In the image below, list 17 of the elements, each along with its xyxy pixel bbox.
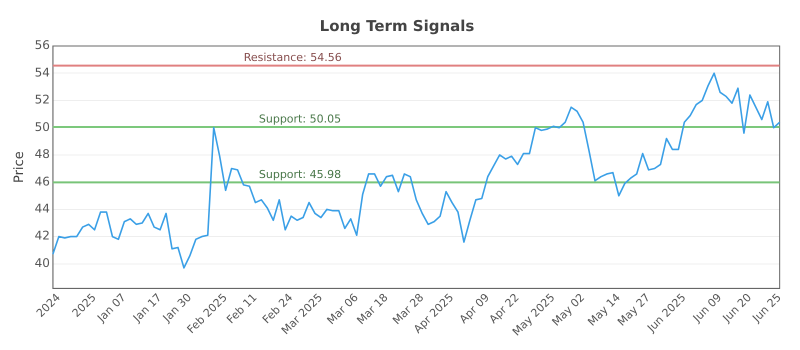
y-tick-label: 54 [34, 65, 50, 80]
y-tick-label: 40 [34, 256, 50, 270]
x-tick-label: Apr 09 [456, 290, 492, 326]
ref-line-label: Resistance: 54.56 [244, 50, 342, 64]
ref-line-label: Support: 50.05 [258, 112, 342, 126]
y-tick-label: 44 [34, 201, 50, 216]
y-tick-label: 50 [34, 120, 50, 134]
x-tick-label: Jan 07 [94, 290, 128, 326]
y-tick-label: 46 [34, 174, 50, 188]
chart-title: Long Term Signals [320, 16, 474, 35]
y-tick-label: 48 [34, 147, 50, 162]
y-axis-title: Price [12, 151, 28, 184]
ref-line-label: Support: 45.98 [258, 168, 342, 181]
x-tick-label: Jun 25 [749, 290, 784, 326]
y-tick-label: 42 [34, 228, 50, 243]
y-tick-label: 52 [34, 92, 50, 107]
y-tick-label: 56 [34, 38, 50, 52]
